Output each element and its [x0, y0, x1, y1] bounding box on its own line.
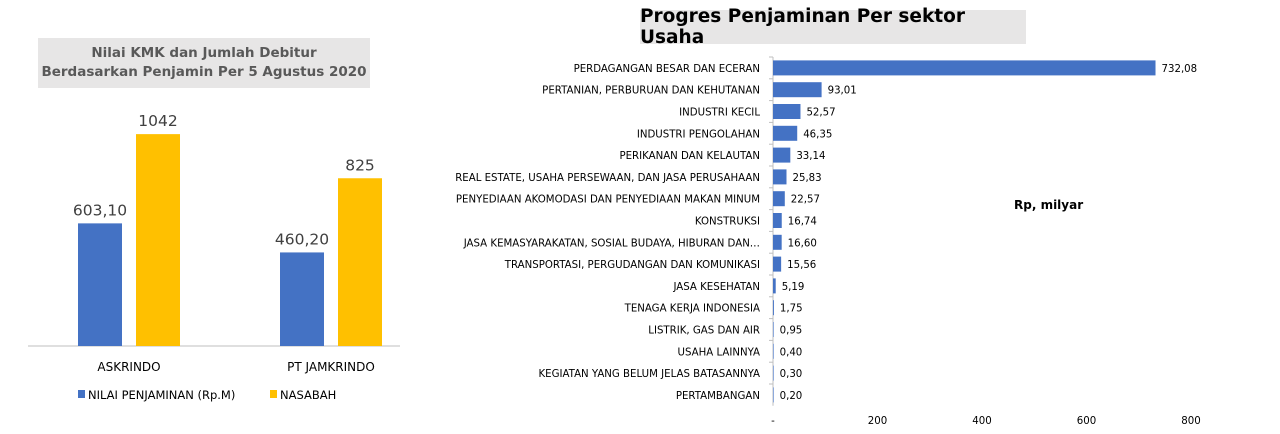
sector-value-label: 25,83	[792, 173, 821, 184]
sector-chart-plot: PERDAGANGAN BESAR DAN ECERAN 732,08 PERTAN…	[455, 56, 1201, 427]
sector-category-label: KEGIATAN YANG BELUM JELAS BATASANNYA	[538, 369, 760, 380]
sector-bar	[773, 191, 785, 207]
sector-bar	[773, 300, 774, 316]
sector-value-label: 33,14	[796, 151, 825, 162]
kmk-bar	[338, 178, 382, 346]
sector-chart-panel: Progres Penjaminan Per sektor Usaha PERD…	[400, 0, 1280, 434]
sector-category-label: REAL ESTATE, USAHA PERSEWAAN, DAN JASA P…	[455, 173, 760, 184]
sector-x-tick-label: 800	[1181, 416, 1200, 427]
kmk-chart-title: Nilai KMK dan Jumlah Debitur Berdasarkan…	[38, 38, 370, 88]
sector-chart-title: Progres Penjaminan Per sektor Usaha	[640, 6, 1026, 48]
sector-bar	[773, 60, 1156, 76]
sector-value-label: 0,40	[780, 347, 803, 358]
sector-bar	[773, 82, 822, 98]
sector-value-label: 0,95	[780, 326, 803, 337]
sector-bar	[773, 125, 798, 141]
sector-category-label: TENAGA KERJA INDONESIA	[624, 304, 760, 315]
kmk-chart-plot: 603,10 460,20 1042 825 ASKRINDO PT JAMKRINDO N…	[28, 112, 400, 402]
sector-bar	[773, 104, 801, 119]
sector-category-label: PENYEDIAAN AKOMODASI DAN PENYEDIAAN MAKA…	[456, 195, 760, 206]
sector-value-label: 0,20	[780, 391, 803, 402]
sector-x-tick-label: -	[771, 416, 775, 427]
kmk-legend-swatch	[270, 390, 277, 398]
kmk-bar	[136, 134, 180, 346]
sector-category-label: TRANSPORTASI, PERGUDANGAN DAN KOMUNIKASI	[504, 260, 760, 271]
sector-bar	[773, 234, 782, 250]
sector-x-tick-label: 400	[972, 416, 991, 427]
sector-category-label: PERTAMBANGAN	[676, 391, 760, 402]
sector-bar	[773, 343, 774, 359]
sector-value-label: 732,08	[1162, 64, 1198, 75]
kmk-category-label: ASKRINDO	[97, 360, 160, 374]
sector-bar	[773, 256, 782, 272]
sector-value-label: 16,60	[788, 238, 817, 249]
sector-category-label: PERIKANAN DAN KELAUTAN	[619, 151, 760, 162]
sector-category-label: INDUSTRI PENGOLAHAN	[637, 129, 760, 140]
kmk-chart-panel: Nilai KMK dan Jumlah Debitur Berdasarkan…	[0, 0, 400, 434]
sector-category-label: JASA KESEHATAN	[672, 282, 760, 293]
sector-category-label: INDUSTRI KECIL	[679, 108, 760, 119]
kmk-category-label: PT JAMKRINDO	[287, 360, 375, 374]
kmk-data-label: 825	[345, 156, 375, 174]
sector-category-label: KONSTRUKSI	[695, 217, 760, 228]
kmk-bar	[78, 223, 122, 346]
sector-value-label: 15,56	[787, 260, 816, 271]
sector-bar	[773, 213, 782, 228]
kmk-chart-title-line2: Berdasarkan Penjamin Per 5 Agustus 2020	[41, 64, 367, 80]
sector-category-label: PERDAGANGAN BESAR DAN ECERAN	[574, 64, 760, 75]
sector-bar	[773, 278, 776, 294]
sector-bar	[773, 387, 774, 403]
sector-unit-annotation: Rp, milyar	[1014, 198, 1083, 212]
sector-value-label: 16,74	[788, 217, 817, 228]
sector-value-label: 52,57	[806, 108, 835, 119]
kmk-data-label: 1042	[138, 112, 177, 130]
sector-bar	[773, 169, 787, 185]
sector-value-label: 1,75	[780, 304, 803, 315]
sector-value-label: 5,19	[782, 282, 805, 293]
kmk-legend-label: NILAI PENJAMINAN (Rp.M)	[88, 388, 235, 402]
sector-value-label: 22,57	[791, 195, 820, 206]
kmk-bar	[280, 252, 324, 346]
sector-category-label: JASA KEMASYARAKATAN, SOSIAL BUDAYA, HIBU…	[463, 238, 760, 249]
sector-category-label: PERTANIAN, PERBURUAN DAN KEHUTANAN	[542, 86, 760, 97]
sector-bar	[773, 365, 774, 381]
kmk-data-label: 460,20	[275, 230, 329, 248]
sector-value-label: 46,35	[803, 129, 832, 140]
sector-chart-title-text: Progres Penjaminan Per sektor Usaha	[640, 6, 965, 48]
sector-value-label: 0,30	[780, 369, 803, 380]
sector-category-label: USAHA LAINNYA	[678, 347, 761, 358]
sector-bar	[773, 322, 774, 337]
sector-value-label: 93,01	[828, 86, 857, 97]
sector-category-label: LISTRIK, GAS DAN AIR	[648, 326, 760, 337]
sector-x-tick-label: 600	[1077, 416, 1096, 427]
kmk-chart-title-line1: Nilai KMK dan Jumlah Debitur	[91, 45, 317, 61]
sector-x-tick-label: 200	[868, 416, 887, 427]
sector-bar	[773, 147, 791, 163]
kmk-legend-swatch	[78, 390, 85, 398]
kmk-legend-label: NASABAH	[280, 388, 336, 402]
kmk-data-label: 603,10	[73, 201, 127, 219]
